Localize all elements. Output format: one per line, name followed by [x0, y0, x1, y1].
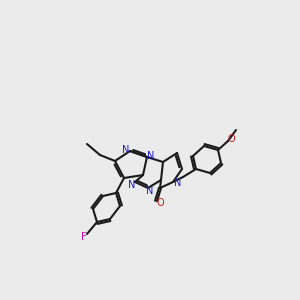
Text: O: O — [156, 198, 164, 208]
Text: N: N — [128, 180, 136, 190]
Text: O: O — [227, 134, 235, 144]
Text: N: N — [174, 178, 182, 188]
Text: F: F — [81, 232, 87, 242]
Text: N: N — [122, 145, 130, 155]
Text: N: N — [146, 186, 154, 196]
Text: N: N — [147, 151, 155, 161]
